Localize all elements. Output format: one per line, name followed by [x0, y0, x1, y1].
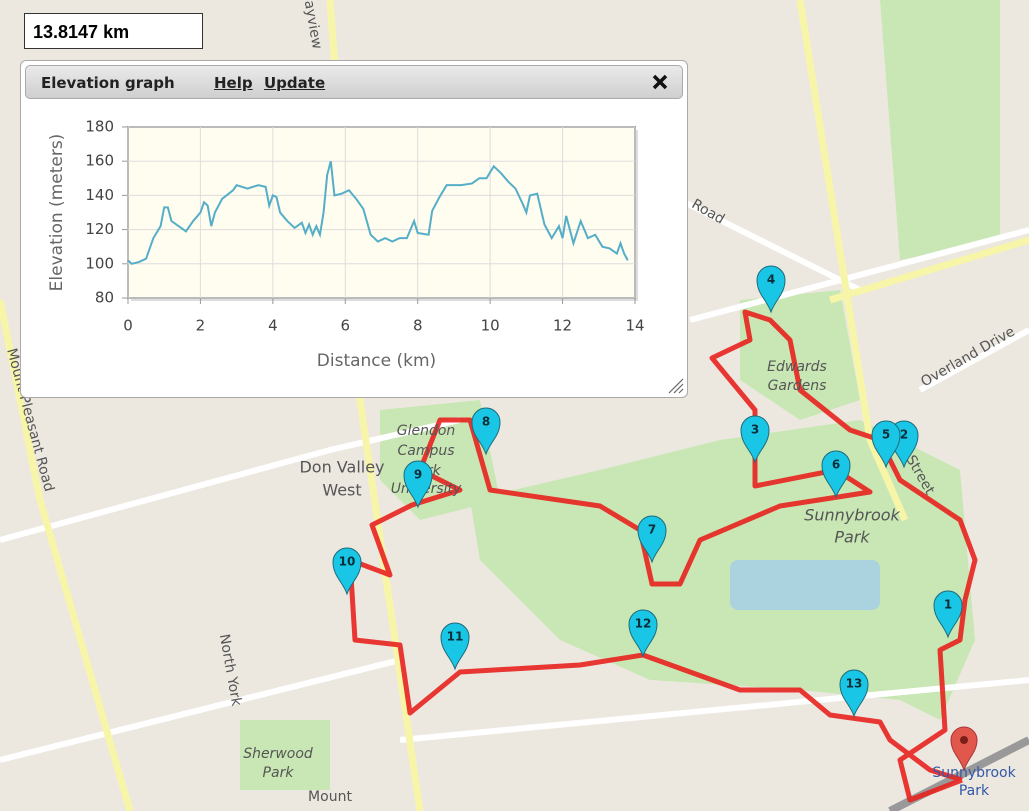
marker-pin — [471, 407, 501, 456]
marker-label: 4 — [767, 273, 775, 287]
x-tick-label: 8 — [413, 317, 423, 335]
x-tick-label: 10 — [481, 317, 500, 335]
panel-title: Elevation graph — [41, 74, 175, 92]
close-button[interactable] — [652, 74, 668, 90]
y-tick-label: 180 — [85, 118, 114, 136]
marker-pin — [756, 265, 786, 314]
x-tick-label: 12 — [553, 317, 572, 335]
panel-header: Elevation graph Help Update — [25, 65, 683, 99]
y-axis-label: Elevation (meters) — [47, 134, 67, 292]
marker-label: 7 — [648, 523, 656, 537]
resize-grip[interactable] — [665, 375, 685, 395]
route-marker: 6 — [821, 450, 851, 499]
help-link[interactable]: Help — [214, 74, 253, 92]
route-marker: 11 — [440, 622, 470, 671]
elevation-chart: 80 100 120 140 160 180 0 2 4 6 8 10 12 14 Distance (km… — [47, 118, 645, 372]
y-tick-label: 100 — [85, 254, 114, 272]
route-marker: 12 — [628, 609, 658, 658]
route-marker: 9 — [403, 460, 433, 509]
x-tick-label: 6 — [341, 317, 351, 335]
x-tick-label: 14 — [625, 317, 644, 335]
marker-pin — [839, 669, 869, 718]
marker-label: 6 — [832, 458, 840, 472]
map-label: Sunnybrook — [804, 506, 900, 525]
marker-pin — [821, 450, 851, 499]
x-axis-label: Distance (km) — [317, 351, 436, 371]
start-pin — [950, 726, 978, 772]
marker-pin — [871, 420, 901, 469]
marker-label: 13 — [846, 677, 863, 691]
route-marker: 3 — [740, 415, 770, 464]
update-link[interactable]: Update — [264, 74, 326, 92]
map-label: Sunnybrook — [932, 765, 1016, 781]
x-tick-label: 2 — [196, 317, 206, 335]
elevation-line — [127, 160, 629, 265]
marker-label: 9 — [414, 468, 422, 482]
y-tick-label: 120 — [85, 220, 114, 238]
map-label: Campus — [397, 443, 454, 459]
marker-pin — [628, 609, 658, 658]
route-marker: 1 — [933, 590, 963, 639]
marker-pin — [637, 515, 667, 564]
y-tick-label: 140 — [85, 186, 114, 204]
route-marker: 5 — [871, 420, 901, 469]
map-label: Don Valley — [299, 458, 384, 477]
marker-pin — [440, 622, 470, 671]
marker-label: 12 — [635, 617, 652, 631]
marker-label: 8 — [482, 415, 490, 429]
water — [730, 560, 880, 610]
marker-pin — [403, 460, 433, 509]
x-tick-label: 0 — [123, 317, 133, 335]
route-marker: 8 — [471, 407, 501, 456]
map-label: Gardens — [768, 378, 827, 394]
y-tick-label: 80 — [95, 289, 114, 307]
x-tick-label: 4 — [268, 317, 278, 335]
distance-box: 13.8147 km — [24, 13, 203, 49]
marker-label: 5 — [882, 428, 890, 442]
map-label: Sherwood — [243, 746, 313, 762]
map-label: Park — [263, 765, 295, 781]
route-marker: 13 — [839, 669, 869, 718]
plot-area — [127, 126, 636, 299]
route-marker: 7 — [637, 515, 667, 564]
marker-label: 10 — [339, 555, 356, 569]
map-label: Park — [834, 528, 870, 547]
marker-pin — [740, 415, 770, 464]
y-tick-label: 160 — [85, 152, 114, 170]
marker-label: 3 — [751, 423, 759, 437]
route-marker: 10 — [332, 547, 362, 596]
route — [347, 309, 978, 803]
marker-pin — [933, 590, 963, 639]
marker-pin — [332, 547, 362, 596]
marker-label: 1 — [944, 598, 952, 612]
marker-label: 11 — [447, 630, 464, 644]
map-label: West — [322, 481, 361, 500]
marker-label: 2 — [900, 428, 908, 442]
map-label: Glendon — [397, 423, 456, 439]
streets — [0, 197, 1029, 763]
map-label: Edwards — [767, 359, 827, 375]
route-marker: 4 — [756, 265, 786, 314]
map-label: Park — [959, 783, 990, 799]
map-label: Mount — [308, 789, 352, 805]
